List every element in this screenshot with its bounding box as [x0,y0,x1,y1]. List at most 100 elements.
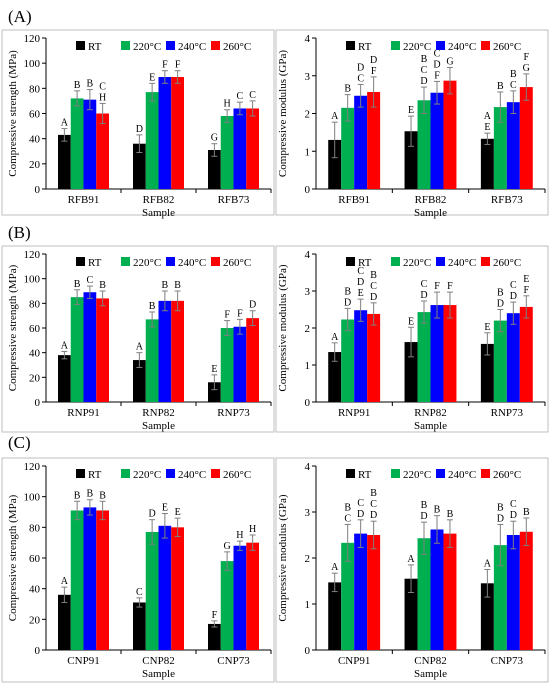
significance-letter: H [99,92,106,103]
legend-label: 260°C [493,41,521,53]
significance-letter: B [421,54,428,65]
y-axis-label: Compressive modulus (GPa) [277,264,289,391]
significance-letter: B [87,79,94,90]
legend-swatch [76,257,85,266]
legend-swatch [391,257,400,266]
bar [519,306,533,402]
significance-letter: F [524,285,530,296]
y-axis-label: Compressive modulus (GPa) [277,50,289,177]
significance-letter: A [484,111,492,122]
legend-label: RT [88,469,102,481]
legend-label: RT [88,257,102,269]
significance-letter: B [344,286,351,297]
bar [145,92,159,189]
bar [58,355,71,402]
legend-label: RT [88,41,102,53]
bar [367,313,381,402]
chart-b-strength: 0 20 40 60 80 100 120 Compressive strength (MPa… [1,245,275,433]
y-tick-label: 0 [305,645,311,657]
bar [328,582,342,650]
bar [145,319,159,402]
x-axis-label: Sample [142,207,175,219]
bar [171,527,184,650]
bar [58,134,71,189]
x-tick-label: CNP91 [338,655,370,667]
significance-letter: C [370,499,377,510]
significance-letter: B [87,489,94,500]
chart-frame [1,245,275,433]
y-tick-label: 20 [29,159,41,171]
significance-letter: D [344,297,351,308]
bar [519,531,533,650]
y-axis-label: Compressive modulus (GPa) [277,494,289,621]
bar [404,342,418,402]
significance-letter: D [357,509,364,520]
significance-letter: E [484,122,490,133]
bar [83,99,97,189]
y-tick-label: 3 [305,507,311,519]
legend-label: 240°C [178,257,206,269]
y-tick-label: 80 [29,298,41,310]
significance-letter: B [497,81,504,92]
significance-letter: C [510,80,517,91]
legend-label: 240°C [448,469,476,481]
bar [233,326,247,402]
bar [96,298,109,402]
y-tick-label: 40 [29,584,41,596]
significance-letter: G [224,541,231,552]
bar [83,292,97,402]
bar [158,77,172,189]
x-tick-label: CNP73 [217,655,250,667]
legend-label: 240°C [178,469,206,481]
significance-letter: F [175,60,181,71]
significance-letter: C [87,275,94,286]
legend-swatch [121,257,130,266]
bar [70,98,84,189]
significance-letter: B [149,301,156,312]
x-tick-label: RNP91 [67,407,99,419]
x-axis-label: Sample [414,420,447,432]
significance-letter: C [357,73,364,84]
significance-letter: E [523,274,529,285]
y-tick-label: 0 [35,397,41,409]
bar [367,535,381,650]
significance-letter: B [74,279,81,290]
significance-letter: G [211,133,218,144]
chart-frame [1,457,275,683]
significance-letter: B [174,280,181,291]
significance-letter: B [434,505,441,516]
bar [70,297,84,402]
y-tick-label: 100 [24,274,41,286]
legend-swatch [481,257,490,266]
legend-label: RT [358,257,372,269]
significance-letter: B [162,280,169,291]
legend-label: 260°C [493,469,521,481]
legend-label: RT [358,469,372,481]
significance-letter: F [434,70,440,81]
legend-label: 240°C [448,41,476,53]
legend: RT 220°C 240°C 260°C [346,41,521,53]
legend-swatch [121,41,130,50]
bar [341,542,355,650]
bar [208,149,221,189]
bar [246,318,259,402]
y-tick-label: 2 [305,109,311,121]
significance-letter: F [434,281,440,292]
legend-label: 220°C [403,469,431,481]
legend-swatch [211,469,220,478]
bar [493,545,507,650]
significance-letter: D [370,510,377,521]
y-tick-label: 1 [305,599,311,611]
significance-letter: E [149,72,155,83]
x-tick-label: RNP82 [142,407,174,419]
significance-letter: F [447,281,453,292]
bar [246,108,259,189]
bar [233,108,247,189]
bar [417,538,431,650]
significance-letter: E [162,503,168,514]
significance-letter: B [344,502,351,513]
x-tick-label: RNP73 [491,407,524,419]
bar [133,360,146,402]
significance-letter: A [484,559,492,570]
y-axis-label: Compressive strength (MPa) [7,50,19,177]
